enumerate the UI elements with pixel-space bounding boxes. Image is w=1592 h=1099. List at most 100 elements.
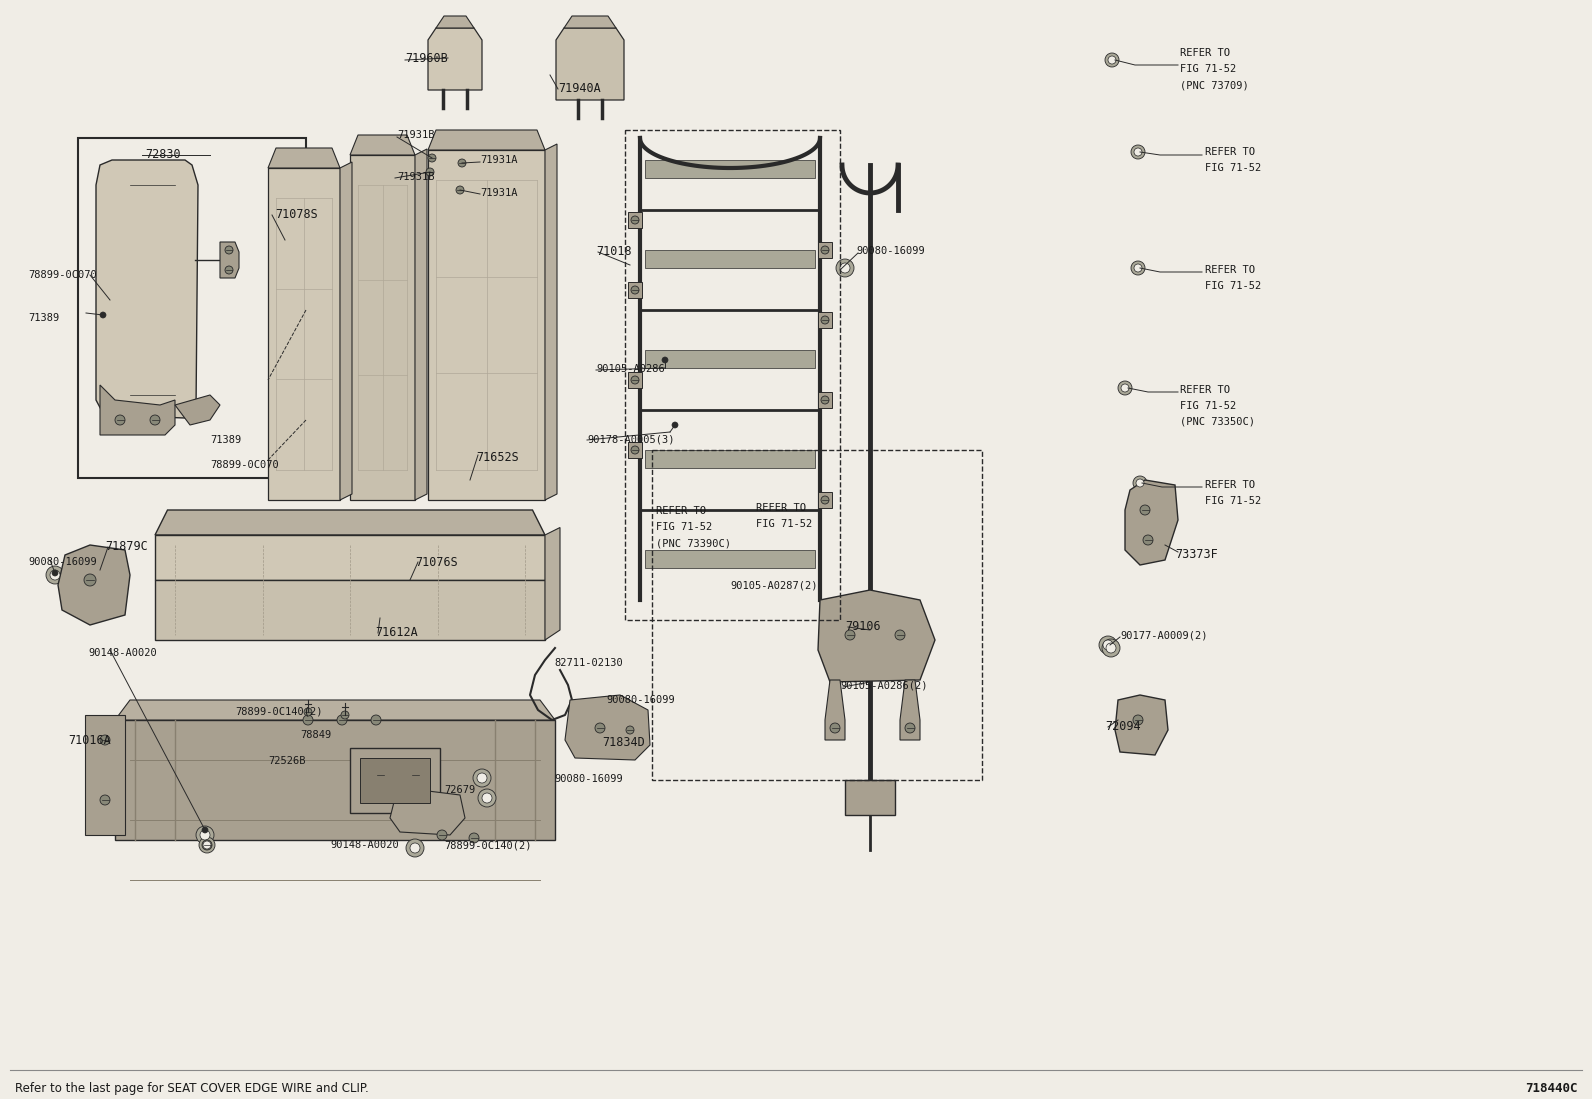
Polygon shape — [544, 144, 557, 500]
Circle shape — [630, 286, 638, 295]
Text: 72679: 72679 — [444, 785, 476, 795]
Circle shape — [895, 630, 904, 640]
Text: 72526B: 72526B — [267, 756, 306, 766]
Bar — [845, 780, 895, 815]
Text: Refer to the last page for SEAT COVER EDGE WIRE and CLIP.: Refer to the last page for SEAT COVER ED… — [14, 1083, 369, 1095]
Text: 71940A: 71940A — [559, 82, 600, 95]
Circle shape — [428, 154, 436, 162]
Text: 71931B: 71931B — [396, 173, 435, 182]
Text: 71389: 71389 — [210, 435, 242, 445]
Circle shape — [630, 217, 638, 224]
Circle shape — [455, 186, 463, 195]
Text: 78899-0C140(2): 78899-0C140(2) — [236, 706, 323, 717]
Text: REFER TO: REFER TO — [1205, 265, 1254, 275]
Circle shape — [1130, 260, 1145, 275]
Circle shape — [478, 773, 487, 782]
Polygon shape — [267, 168, 341, 500]
Bar — [645, 349, 815, 368]
Polygon shape — [544, 528, 560, 640]
Circle shape — [302, 715, 314, 725]
Circle shape — [150, 415, 161, 425]
Text: FIG 71-52: FIG 71-52 — [1205, 496, 1261, 506]
Circle shape — [341, 711, 349, 719]
Text: FIG 71-52: FIG 71-52 — [1205, 281, 1261, 291]
Circle shape — [672, 422, 678, 428]
Text: 71018: 71018 — [595, 245, 632, 258]
Circle shape — [1103, 640, 1113, 650]
Circle shape — [100, 312, 107, 318]
Polygon shape — [1126, 480, 1178, 565]
Circle shape — [406, 839, 423, 857]
Text: 71960B: 71960B — [404, 52, 447, 65]
Text: 90105-A0286: 90105-A0286 — [595, 364, 665, 374]
Circle shape — [478, 789, 497, 807]
Circle shape — [1108, 56, 1116, 64]
Text: REFER TO: REFER TO — [1205, 480, 1254, 490]
Text: REFER TO: REFER TO — [756, 503, 806, 513]
Text: 71076S: 71076S — [416, 556, 458, 569]
Circle shape — [482, 793, 492, 803]
Text: REFER TO: REFER TO — [1205, 147, 1254, 157]
Text: 71652S: 71652S — [476, 451, 519, 464]
Circle shape — [224, 266, 232, 274]
Circle shape — [53, 570, 57, 576]
Polygon shape — [565, 695, 650, 761]
Bar — [645, 249, 815, 268]
Circle shape — [1137, 479, 1145, 487]
Polygon shape — [100, 385, 175, 435]
Circle shape — [201, 830, 210, 840]
Polygon shape — [428, 130, 544, 149]
Text: FIG 71-52: FIG 71-52 — [1205, 163, 1261, 173]
Bar — [818, 242, 833, 258]
Text: 78899-0C140(2): 78899-0C140(2) — [444, 840, 532, 850]
Circle shape — [829, 723, 841, 733]
Circle shape — [821, 396, 829, 404]
Bar — [350, 748, 439, 813]
Circle shape — [1134, 264, 1141, 271]
Text: FIG 71-52: FIG 71-52 — [1180, 64, 1237, 74]
Polygon shape — [267, 148, 341, 168]
Bar — [645, 550, 815, 568]
Circle shape — [338, 715, 347, 725]
Polygon shape — [825, 680, 845, 740]
Text: 72094: 72094 — [1105, 720, 1140, 733]
Polygon shape — [390, 790, 465, 835]
Circle shape — [371, 715, 380, 725]
Bar — [818, 392, 833, 408]
Bar — [627, 212, 642, 227]
Circle shape — [904, 723, 915, 733]
Circle shape — [630, 376, 638, 384]
Circle shape — [1121, 384, 1129, 392]
Circle shape — [1106, 643, 1116, 653]
Bar — [818, 492, 833, 508]
Text: 73373F: 73373F — [1175, 548, 1218, 560]
Polygon shape — [154, 510, 544, 535]
Text: FIG 71-52: FIG 71-52 — [756, 519, 812, 529]
Text: 90148-A0020: 90148-A0020 — [330, 840, 398, 850]
Polygon shape — [115, 700, 556, 720]
Bar — [360, 758, 430, 803]
Polygon shape — [818, 590, 935, 682]
Circle shape — [845, 630, 855, 640]
Bar — [627, 282, 642, 298]
Circle shape — [84, 574, 96, 586]
Text: 71612A: 71612A — [376, 626, 417, 639]
Text: 90105-A0287(2): 90105-A0287(2) — [731, 581, 818, 591]
Bar — [627, 371, 642, 388]
Bar — [627, 442, 642, 458]
Text: 90178-A0005(3): 90178-A0005(3) — [587, 435, 675, 445]
Text: FIG 71-52: FIG 71-52 — [656, 522, 712, 532]
Text: 78899-0C070: 78899-0C070 — [210, 460, 279, 470]
Circle shape — [1134, 476, 1146, 490]
Bar — [626, 130, 841, 620]
Circle shape — [626, 726, 634, 734]
Text: (PNC 73350C): (PNC 73350C) — [1180, 417, 1254, 428]
Circle shape — [196, 826, 213, 844]
Polygon shape — [556, 27, 624, 100]
Text: 71834D: 71834D — [602, 736, 645, 750]
Circle shape — [1118, 381, 1132, 395]
Polygon shape — [154, 535, 544, 580]
Text: REFER TO: REFER TO — [1180, 48, 1231, 58]
Text: 72830: 72830 — [145, 148, 180, 160]
Circle shape — [202, 840, 212, 850]
